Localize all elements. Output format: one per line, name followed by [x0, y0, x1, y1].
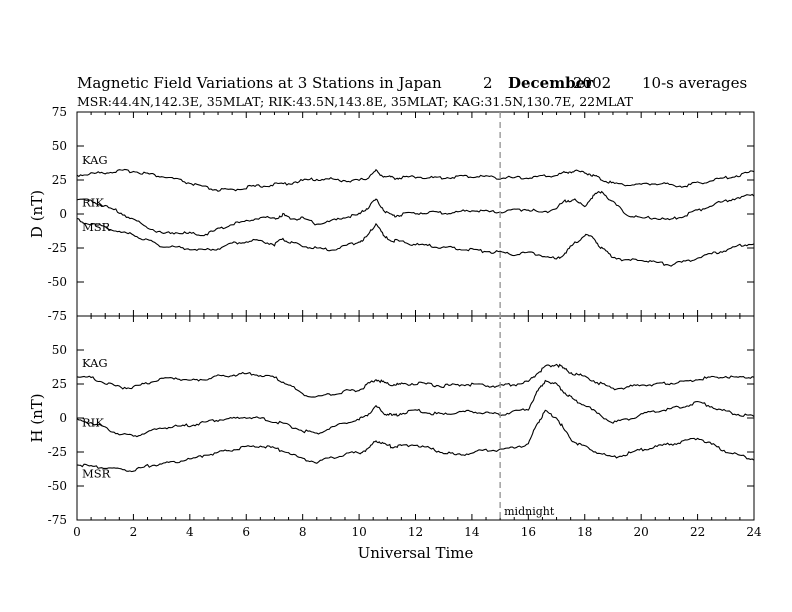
x-tick-label: 2	[130, 525, 138, 539]
y-tick-label: -50	[48, 479, 67, 493]
declination-series: KAG RIK MSR	[76, 153, 755, 267]
x-tick-label: 12	[408, 525, 423, 539]
x-tick-label: 8	[299, 525, 307, 539]
y-tick-label: 50	[52, 343, 67, 357]
x-tick-label: 22	[690, 525, 705, 539]
declination-y-axis-label: D (nT)	[28, 190, 46, 238]
x-tick-label: 0	[73, 525, 81, 539]
series-line-rik	[76, 379, 755, 438]
y-tick-label: 0	[59, 207, 67, 221]
series-label-msr: MSR	[82, 220, 111, 234]
title-averaging: 10-s averages	[642, 74, 747, 92]
series-label-msr: MSR	[82, 467, 111, 481]
y-tick-label: -75	[48, 513, 67, 527]
x-tick-label: 20	[634, 525, 649, 539]
title-day: 2	[483, 74, 493, 92]
series-label-rik: RIK	[82, 195, 104, 209]
declination-panel: -75 -50 -25 0 25 50 75 KAG RIK MSR D (nT)	[28, 105, 755, 323]
series-label-kag: KAG	[82, 153, 108, 167]
title-year: 2002	[573, 74, 611, 92]
midnight-label: midnight	[504, 505, 555, 518]
series-line-msr	[76, 409, 755, 473]
series-label-kag: KAG	[82, 356, 108, 370]
title-month: December	[508, 74, 594, 92]
y-tick-label: -25	[48, 241, 67, 255]
y-tick-label: -25	[48, 445, 67, 459]
horizontal-series: KAG RIK MSR	[76, 356, 755, 481]
chart-title: Magnetic Field Variations at 3 Stations …	[77, 74, 442, 92]
y-tick-label: 75	[52, 105, 67, 119]
y-tick-label: -50	[48, 275, 67, 289]
x-tick-label: 10	[351, 525, 366, 539]
horizontal-plot-frame	[76, 315, 755, 521]
series-label-rik: RIK	[82, 416, 104, 430]
x-axis-label: Universal Time	[358, 544, 474, 562]
y-tick-label: 25	[52, 377, 67, 391]
y-tick-label: -75	[48, 309, 67, 323]
y-tick-label: 25	[52, 173, 67, 187]
series-line-rik	[76, 190, 755, 237]
y-tick-label: 50	[52, 139, 67, 153]
station-coordinates-subtitle: MSR:44.4N,142.3E, 35MLAT; RIK:43.5N,143.…	[77, 94, 634, 109]
series-line-kag	[76, 168, 755, 192]
x-tick-label: 4	[186, 525, 194, 539]
series-line-msr	[76, 217, 755, 267]
horizontal-y-axis-label: H (nT)	[28, 393, 46, 442]
x-tick-label: 24	[746, 525, 762, 539]
series-line-kag	[76, 363, 755, 398]
y-tick-label: 0	[59, 411, 67, 425]
x-tick-label: 16	[521, 525, 536, 539]
x-tick-label: 18	[577, 525, 592, 539]
x-tick-label: 14	[464, 525, 480, 539]
x-tick-label: 6	[242, 525, 250, 539]
